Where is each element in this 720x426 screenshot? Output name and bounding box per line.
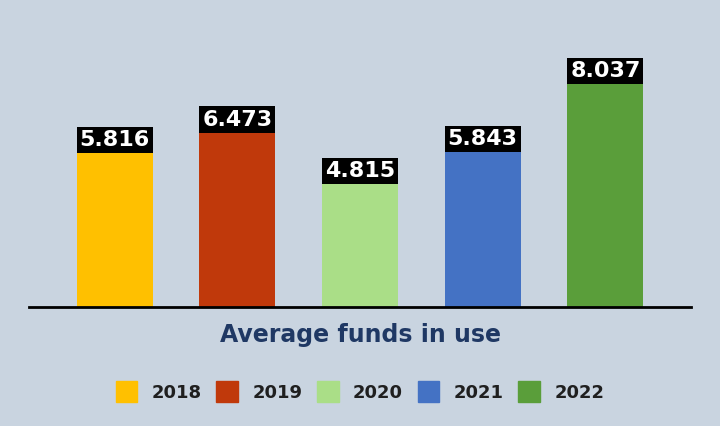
Text: 5.843: 5.843 bbox=[448, 129, 518, 149]
Bar bbox=[445, 152, 521, 307]
Text: 4.815: 4.815 bbox=[325, 161, 395, 181]
Bar bbox=[322, 158, 398, 184]
Bar bbox=[199, 133, 275, 307]
Bar bbox=[567, 84, 644, 307]
Bar bbox=[199, 106, 275, 133]
Bar bbox=[567, 58, 644, 84]
Bar bbox=[76, 153, 153, 307]
Text: 6.473: 6.473 bbox=[202, 109, 272, 130]
Bar bbox=[322, 184, 398, 307]
Legend: 2018, 2019, 2020, 2021, 2022: 2018, 2019, 2020, 2021, 2022 bbox=[109, 374, 611, 409]
Text: 8.037: 8.037 bbox=[570, 61, 641, 81]
Bar bbox=[76, 127, 153, 153]
X-axis label: Average funds in use: Average funds in use bbox=[220, 323, 500, 347]
Text: 5.816: 5.816 bbox=[79, 130, 150, 150]
Bar bbox=[445, 126, 521, 152]
